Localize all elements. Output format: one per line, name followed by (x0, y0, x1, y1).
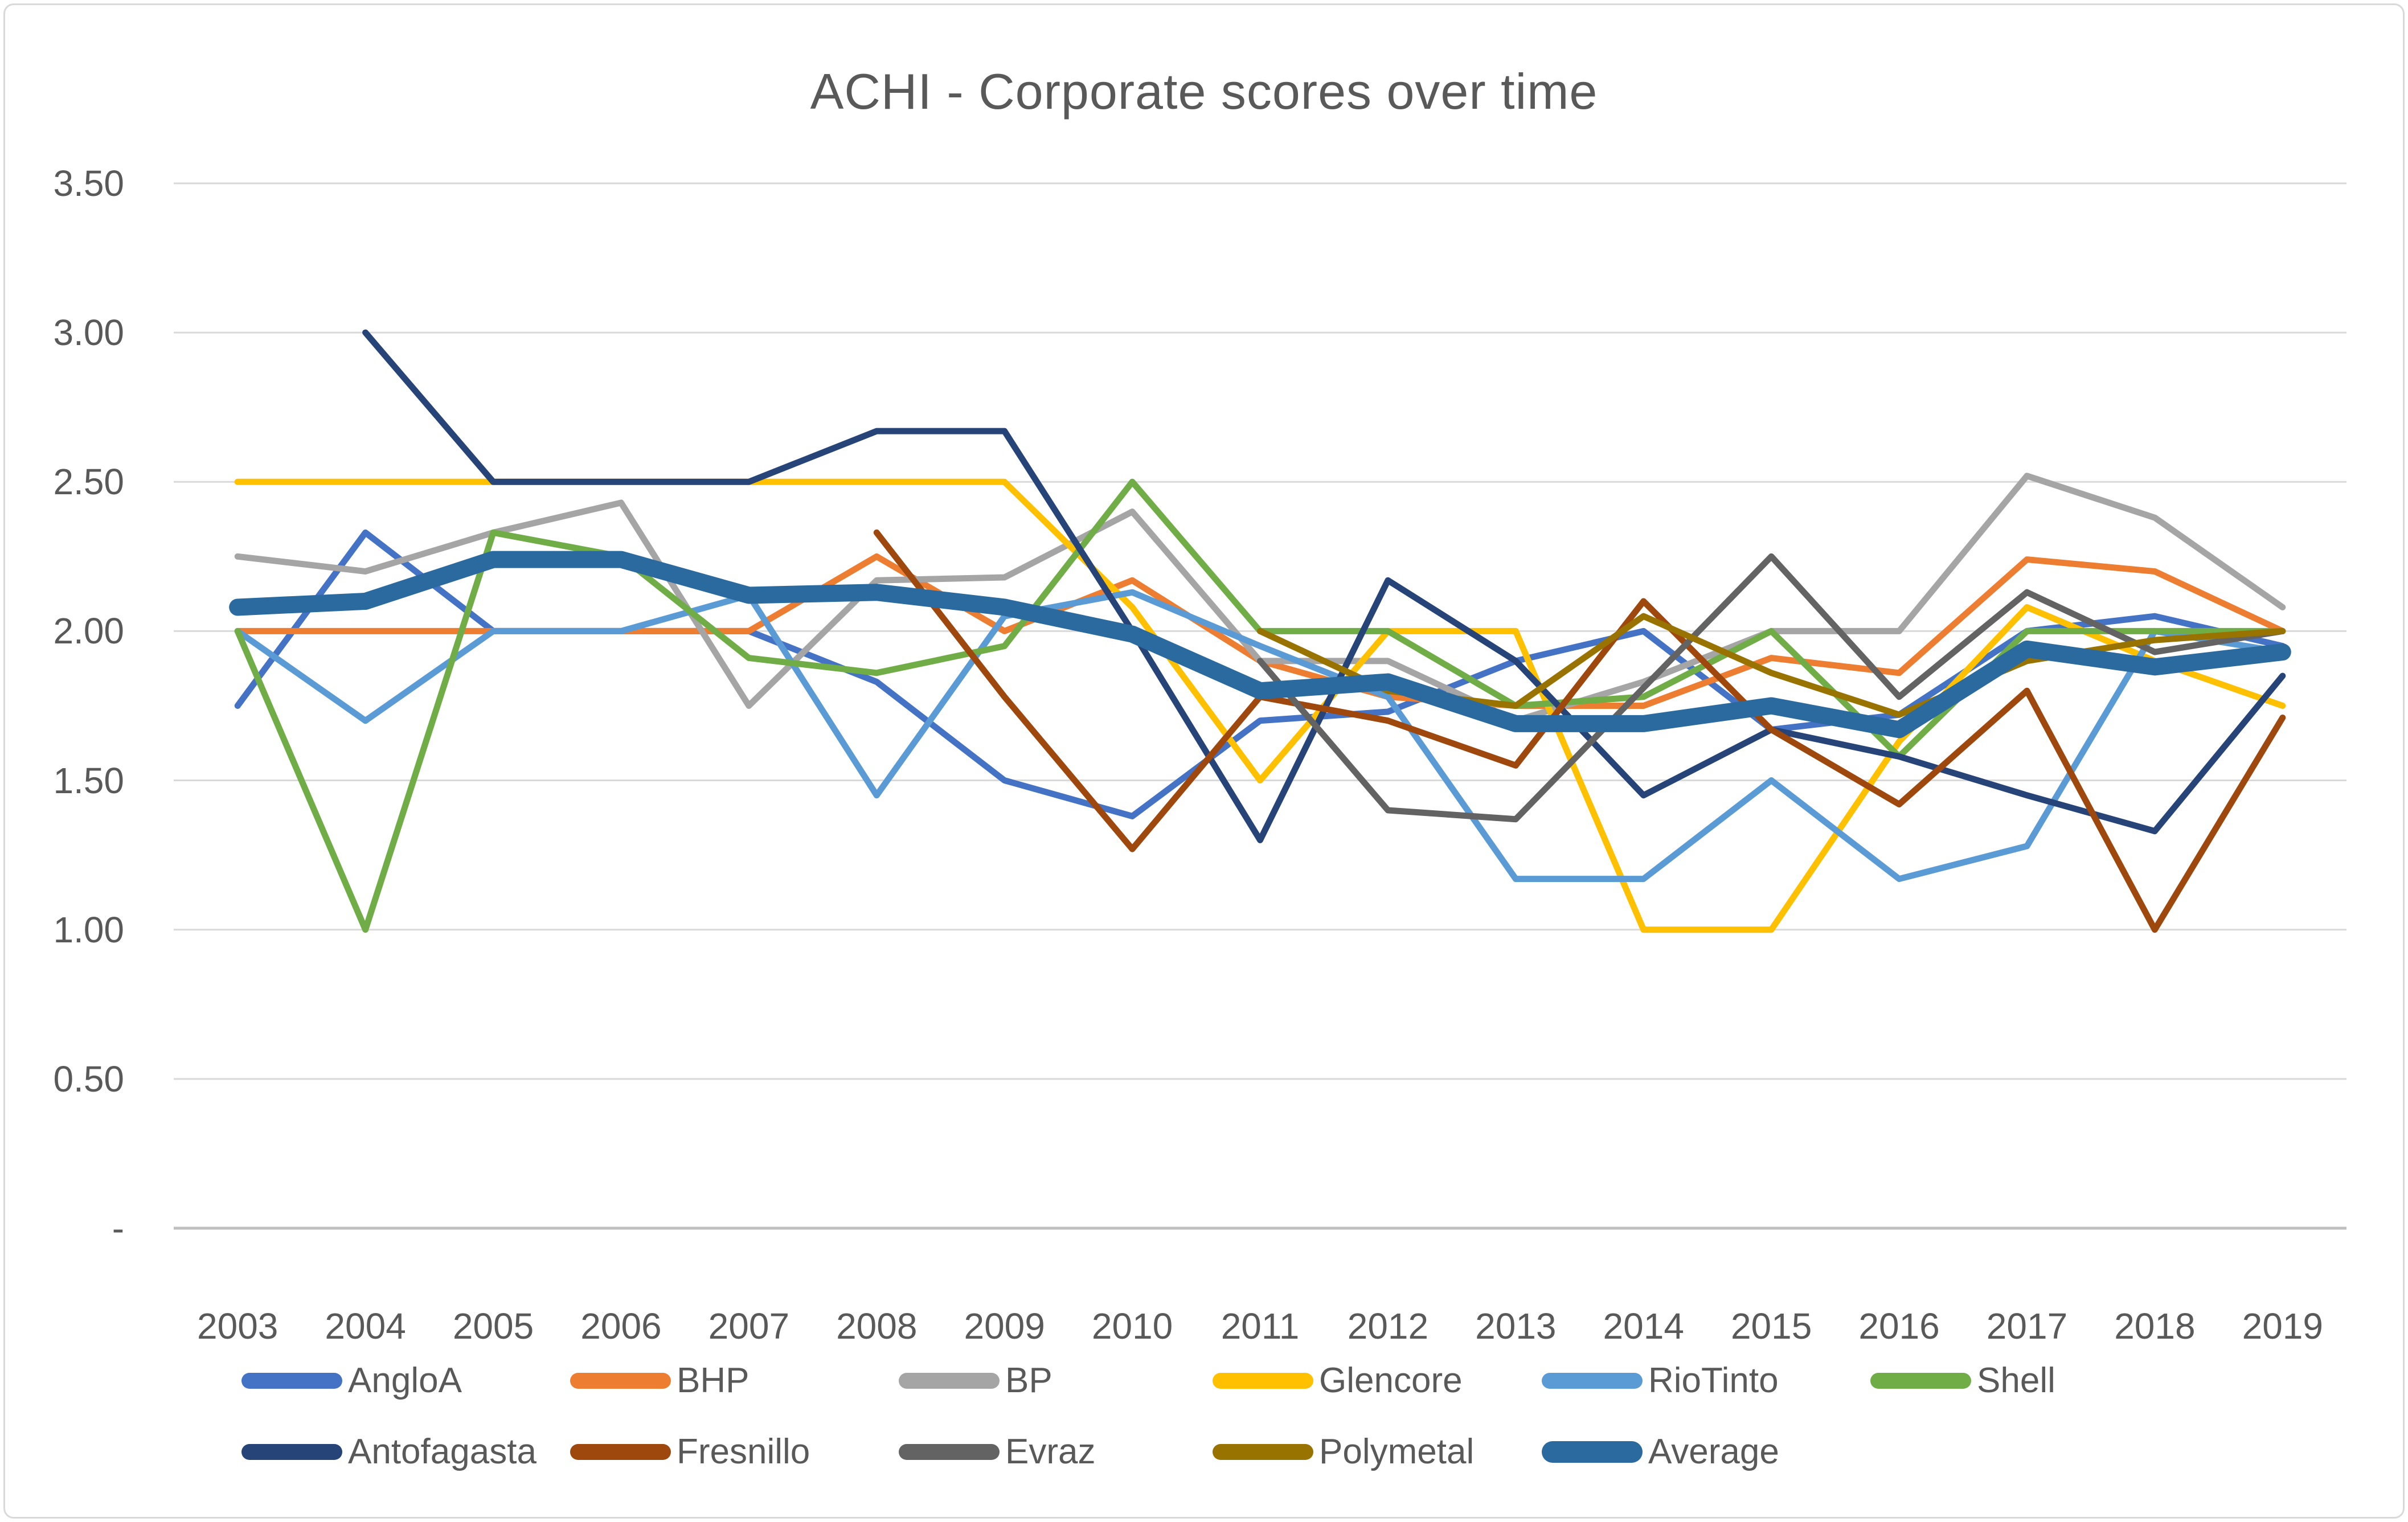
legend-label-Average: Average (1648, 1432, 1779, 1471)
x-tick-label-2003: 2003 (197, 1306, 279, 1347)
x-tick-label-2019: 2019 (2242, 1306, 2323, 1347)
y-tick-label--: - (112, 1208, 124, 1249)
legend-label-Glencore: Glencore (1319, 1361, 1463, 1400)
series-line-Fresnillo (873, 529, 2286, 933)
legend-label-RioTinto: RioTinto (1648, 1361, 1779, 1400)
x-tick-label-2013: 2013 (1475, 1306, 1557, 1347)
legend-swatch-RioTinto (1542, 1373, 1643, 1389)
x-tick-label-2014: 2014 (1603, 1306, 1684, 1347)
x-tick-label-2008: 2008 (836, 1306, 918, 1347)
legend-label-AngloA: AngloA (348, 1361, 462, 1400)
y-tick-label-2.00: 2.00 (53, 610, 124, 652)
legend-swatch-Evraz (899, 1444, 1000, 1460)
y-tick-label-3.50: 3.50 (53, 162, 124, 204)
chart-title: ACHI - Corporate scores over time (810, 63, 1598, 120)
x-tick-label-2012: 2012 (1347, 1306, 1429, 1347)
legend-swatch-AngloA (241, 1373, 342, 1389)
legend-swatch-Glencore (1213, 1373, 1313, 1389)
series-line-RioTinto (234, 589, 2286, 883)
legend-swatch-Antofagasta (241, 1444, 342, 1460)
legend-label-BHP: BHP (677, 1361, 750, 1400)
y-tick-label-1.50: 1.50 (53, 760, 124, 801)
x-tick-label-2005: 2005 (452, 1306, 534, 1347)
x-tick-label-2018: 2018 (2114, 1306, 2196, 1347)
legend-label-Shell: Shell (1977, 1361, 2055, 1400)
series-line-Average (229, 551, 2291, 739)
x-tick-label-2015: 2015 (1730, 1306, 1812, 1347)
x-tick-label-2016: 2016 (1858, 1306, 1940, 1347)
legend-label-Evraz: Evraz (1005, 1432, 1096, 1471)
series-line-Glencore (234, 478, 2286, 933)
legend-label-Polymetal: Polymetal (1319, 1432, 1475, 1471)
legend-swatch-Polymetal (1213, 1444, 1313, 1460)
legend-label-Antofagasta: Antofagasta (348, 1432, 537, 1471)
x-tick-label-2017: 2017 (1986, 1306, 2068, 1347)
x-tick-label-2011: 2011 (1221, 1306, 1300, 1347)
x-tick-label-2006: 2006 (580, 1306, 662, 1347)
x-tick-label-2010: 2010 (1091, 1306, 1173, 1347)
series-line-Shell (234, 478, 2286, 933)
x-tick-label-2007: 2007 (708, 1306, 790, 1347)
x-tick-label-2009: 2009 (964, 1306, 1045, 1347)
series-line-Evraz (1257, 553, 2286, 823)
y-tick-label-1.00: 1.00 (53, 909, 124, 950)
y-tick-label-3.00: 3.00 (53, 312, 124, 354)
legend-swatch-Fresnillo (570, 1444, 671, 1460)
legend-swatch-Shell (1870, 1373, 1971, 1389)
legend-label-Fresnillo: Fresnillo (677, 1432, 810, 1471)
x-tick-label-2004: 2004 (325, 1306, 406, 1347)
y-tick-label-0.50: 0.50 (53, 1058, 124, 1100)
legend-swatch-BP (899, 1373, 1000, 1389)
y-tick-label-2.50: 2.50 (53, 461, 124, 503)
legend-label-BP: BP (1005, 1361, 1053, 1400)
legend-swatch-BHP (570, 1373, 671, 1389)
legend-swatch-Average (1542, 1441, 1643, 1463)
